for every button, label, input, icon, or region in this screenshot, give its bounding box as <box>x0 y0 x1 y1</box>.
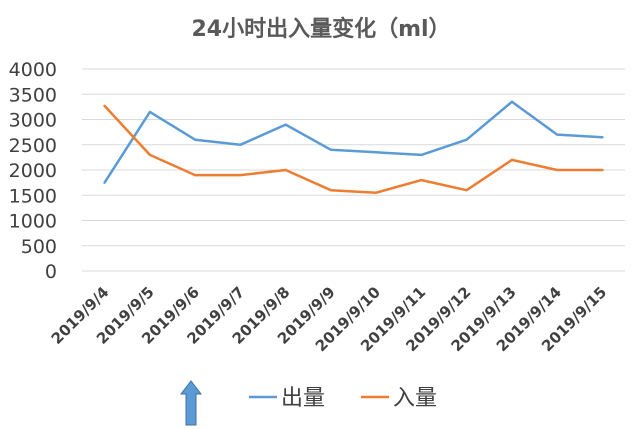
x-axis-ticks: 2019/9/42019/9/52019/9/62019/9/72019/9/8… <box>48 283 611 355</box>
y-axis-ticks: 0 500 1000 1500 2000 2500 3000 3500 4000 <box>9 59 57 283</box>
y-tick-label: 1000 <box>9 211 57 233</box>
y-tick-label: 500 <box>21 236 57 258</box>
annotation <box>179 380 203 426</box>
y-tick-label: 4000 <box>9 59 57 81</box>
y-tick-label: 3000 <box>9 110 57 132</box>
legend-label: 入量 <box>393 386 437 411</box>
series-lines <box>103 100 604 194</box>
y-tick-label: 2500 <box>9 135 57 157</box>
y-tick-label: 1500 <box>9 185 57 207</box>
legend-label: 出量 <box>281 386 325 411</box>
arrow-up-icon <box>179 380 203 426</box>
gridlines <box>82 68 625 272</box>
y-tick-label: 0 <box>45 261 57 283</box>
legend: 出量 入量 <box>249 386 437 411</box>
y-tick-label: 2000 <box>9 160 57 182</box>
chart-title: 24小时出入量变化（ml） <box>191 16 450 42</box>
y-tick-label: 3500 <box>9 84 57 106</box>
series-line-0 <box>103 100 604 184</box>
series-line-1 <box>103 104 604 194</box>
